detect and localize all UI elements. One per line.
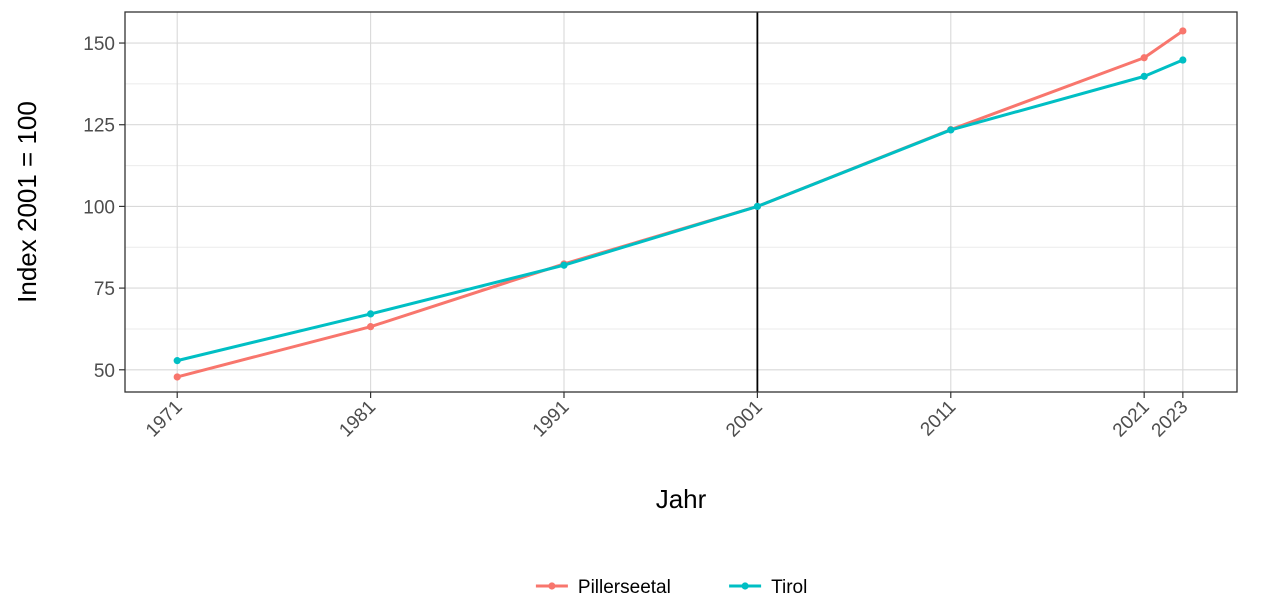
data-point-pillerseetal [367, 323, 375, 331]
minor-gridlines [125, 83, 1237, 330]
x-tick-label: 1981 [335, 397, 380, 442]
data-point-pillerseetal [1140, 54, 1148, 62]
y-tick-label: 75 [94, 279, 115, 300]
data-point-tirol [367, 310, 375, 318]
data-point-tirol [560, 261, 568, 269]
x-tick-label: 1971 [142, 397, 187, 442]
x-tick-label: 2021 [1109, 397, 1154, 442]
legend-label: Tirol [771, 577, 807, 598]
series-tirol [173, 56, 1187, 365]
plot-border [124, 11, 1238, 393]
x-axis-title: Jahr [656, 484, 707, 514]
data-point-tirol [1179, 56, 1187, 64]
series-layer [173, 27, 1187, 381]
y-tick-label: 100 [83, 197, 115, 218]
y-tick-label: 150 [83, 34, 115, 55]
x-tick-label: 2023 [1148, 397, 1193, 442]
y-tick-label: 125 [83, 116, 115, 137]
data-point-pillerseetal [173, 373, 181, 381]
legend: Pillerseetal Tirol [535, 577, 807, 598]
data-point-tirol [1140, 72, 1148, 80]
legend-label: Pillerseetal [578, 577, 671, 598]
y-axis-title: Index 2001 = 100 [12, 101, 42, 303]
x-tick-label: 2011 [917, 397, 961, 441]
legend-key-point [741, 582, 749, 590]
data-point-tirol [173, 357, 181, 365]
legend-key-point [548, 582, 556, 590]
y-axis-ticks: 50 75 100 125 150 [83, 34, 125, 382]
data-point-pillerseetal [1179, 27, 1187, 35]
legend-item-tirol: Tirol [729, 577, 807, 598]
legend-item-pillerseetal: Pillerseetal [535, 577, 671, 598]
data-point-tirol [753, 202, 761, 211]
y-tick-label: 50 [94, 361, 115, 382]
data-point-tirol [947, 126, 955, 134]
plot-background [125, 12, 1237, 392]
x-tick-label: 1991 [529, 397, 574, 442]
x-tick-label: 2001 [722, 397, 767, 442]
